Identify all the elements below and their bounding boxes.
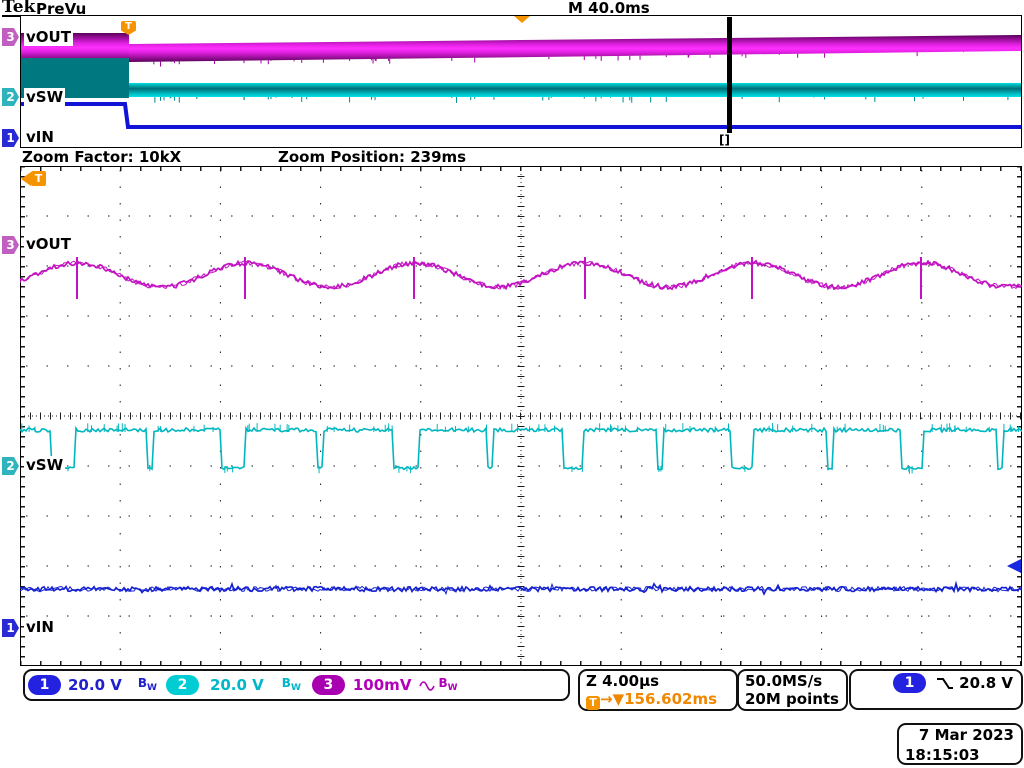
channel-2-scale: 20.0 V (210, 675, 264, 695)
record-view-panel (20, 15, 1022, 148)
channel-1-label-overview: vIN (24, 128, 56, 146)
channel-3-label-main: vOUT (24, 235, 73, 253)
channel-2-label-main: vSW (24, 456, 65, 474)
zoom-delay-readout: T→▼156.602ms (586, 690, 736, 710)
time-readout: 18:15:03 (899, 745, 1021, 765)
timebase-readout: M 40.0ms (568, 1, 650, 16)
channel-3-badge-main: 3 (2, 236, 19, 254)
channel-1-level-arrow-icon (1006, 558, 1022, 574)
channel-3-bandwidth-icon: BW (438, 676, 457, 695)
datetime-box: 7 Mar 2023 18:15:03 (897, 723, 1023, 765)
trigger-offscreen-marker: T (21, 171, 46, 186)
channel-1-readout-badge: 1 (28, 675, 61, 695)
channel-3-badge-overview: 3 (2, 28, 19, 46)
channel-1-bandwidth-icon: BW (138, 676, 157, 695)
channel-2-label-overview: vSW (24, 88, 65, 106)
record-length-readout: 20M points (745, 690, 846, 708)
channel-1-scale: 20.0 V (68, 675, 122, 695)
delay-value: 156.602ms (624, 690, 717, 708)
zoom-scale-readout: Z 4.00µs (586, 672, 736, 690)
trigger-level-readout: 20.8 V (959, 673, 1013, 693)
zoom-readout-box: Z 4.00µs T→▼156.602ms (578, 669, 738, 711)
oscilloscope-screen: Tek PreVu M 40.0ms T [] 3 vOUT 2 vSW 1 v… (0, 0, 1024, 768)
channel-3-label-overview: vOUT (24, 28, 73, 46)
zoom-window-bracket: [] (719, 133, 730, 147)
channel-1-badge-main: 1 (2, 619, 19, 637)
zoom-view-panel (20, 166, 1022, 666)
channel-2-bandwidth-icon: BW (282, 676, 301, 695)
channel-2-badge-overview: 2 (2, 88, 19, 106)
channel-2-readout-badge: 2 (166, 675, 199, 695)
sample-rate-readout: 50.0MS/s (745, 672, 846, 690)
zoom-view-waveforms (20, 166, 1022, 666)
channel-readout-bar: 1 20.0 V BW 2 20.0 V BW 3 100mV BW (23, 669, 570, 701)
zoom-factor-readout: Zoom Factor: 10kX (22, 150, 181, 165)
channel-1-label-main: vIN (24, 618, 56, 636)
ac-coupling-icon (419, 680, 435, 691)
left-arrow-icon (21, 172, 31, 186)
zoom-position-readout: Zoom Position: 239ms (278, 150, 466, 165)
trigger-source-badge: 1 (893, 673, 926, 693)
record-view-waveforms (21, 16, 1021, 145)
trigger-readout-box: 1 20.8 V (849, 669, 1023, 710)
channel-3-readout-badge: 3 (312, 675, 345, 695)
trigger-icon: T (586, 696, 600, 710)
falling-edge-icon (936, 676, 954, 691)
acquisition-box: 50.0MS/s 20M points (737, 669, 848, 711)
channel-1-badge-overview: 1 (2, 129, 19, 147)
channel-2-badge-main: 2 (2, 457, 19, 475)
channel-3-scale: 100mV (353, 675, 412, 695)
date-readout: 7 Mar 2023 (899, 725, 1021, 745)
